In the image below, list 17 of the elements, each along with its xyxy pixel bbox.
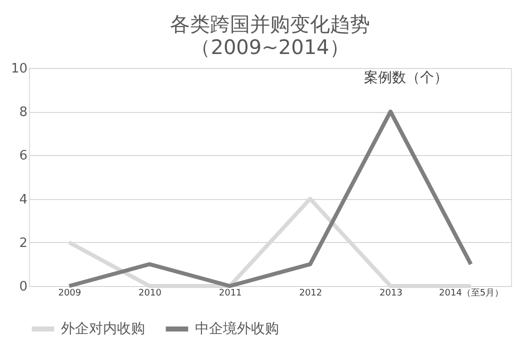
x-tick-label: 2011	[218, 288, 242, 298]
x-tick-label: 2010	[138, 288, 162, 298]
x-tick-label: 2009	[58, 288, 82, 298]
legend-label: 中企境外收购	[195, 321, 279, 337]
y-tick-label: 2	[19, 236, 28, 251]
chart-subtitle: （2009~2014）	[190, 35, 350, 59]
x-tick-label: 2014（至5月）	[439, 288, 504, 298]
x-tick-label: 2013	[380, 288, 402, 298]
chart-title: 各类跨国并购变化趋势	[170, 12, 370, 36]
annotation: 案例数（个）	[364, 69, 448, 86]
y-tick-label: 10	[10, 62, 28, 76]
y-tick-label: 4	[19, 192, 28, 208]
x-tick-label: 2012	[299, 288, 322, 298]
y-tick-label: 8	[19, 105, 28, 120]
y-tick-label: 0	[19, 280, 28, 294]
y-tick-label: 6	[19, 148, 28, 164]
legend-label: 外企对内收购	[61, 321, 145, 337]
